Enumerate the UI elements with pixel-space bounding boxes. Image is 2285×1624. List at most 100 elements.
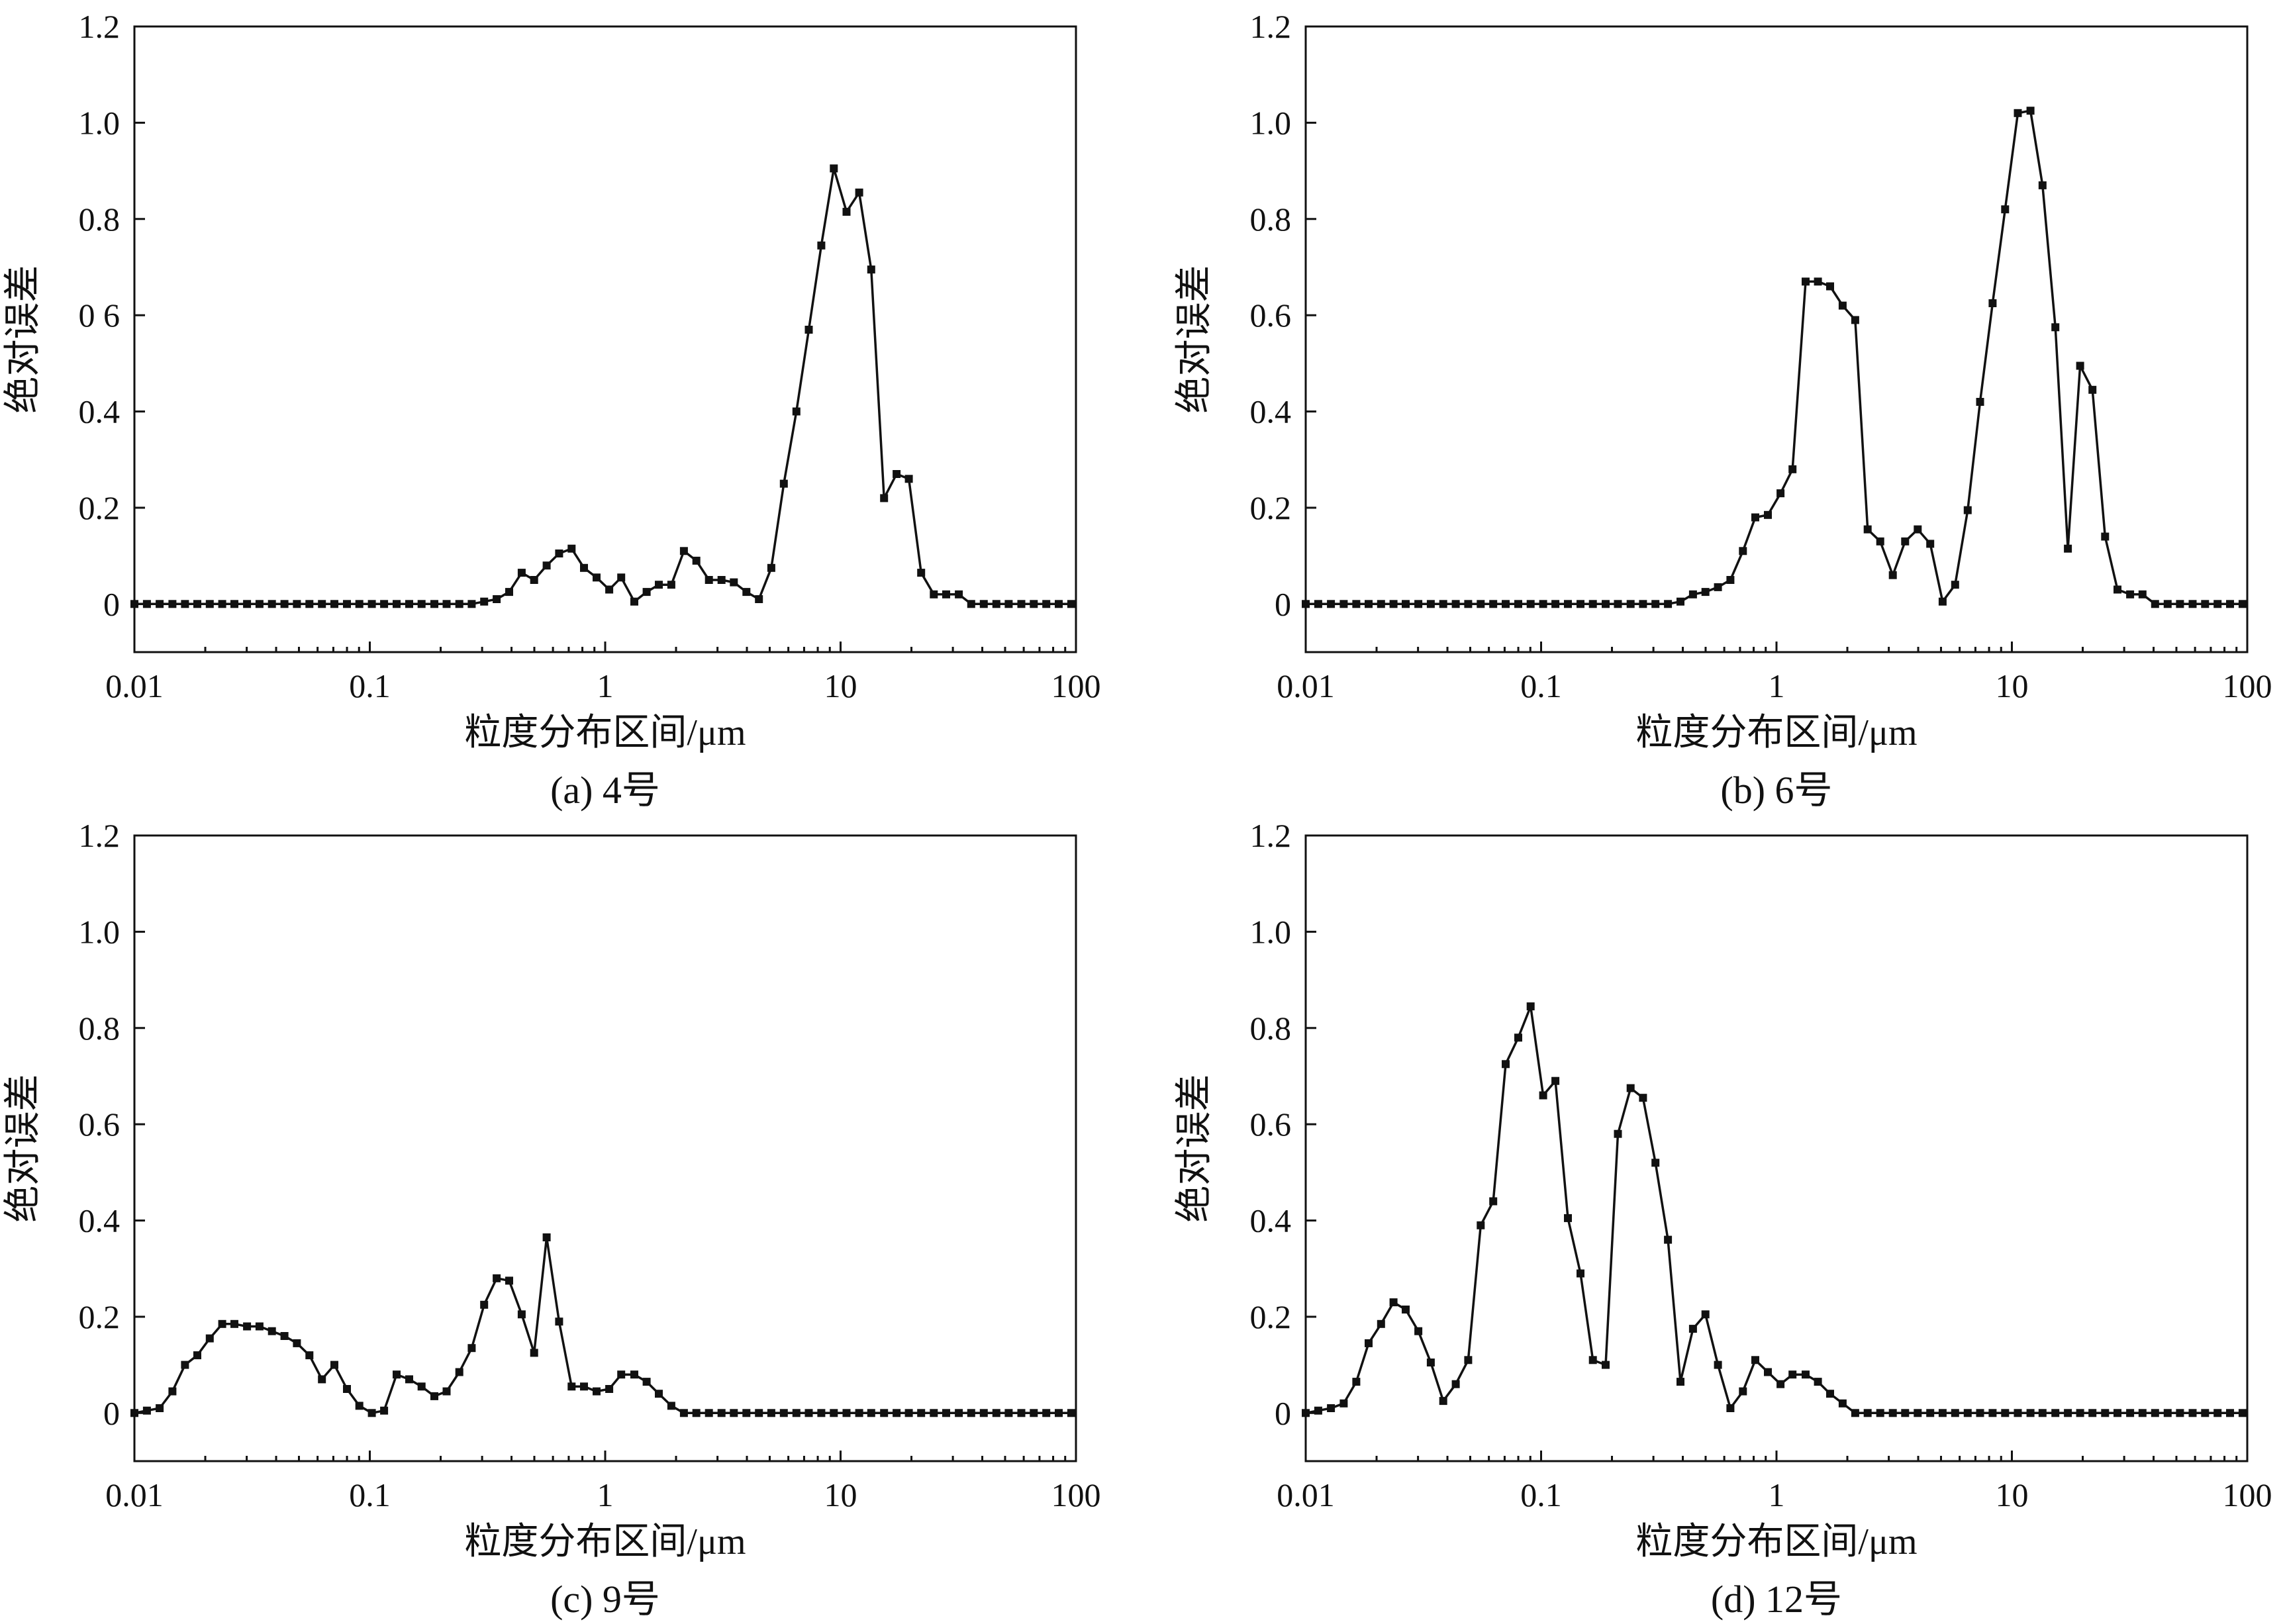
data-point	[156, 600, 164, 608]
y-tick-label: 1.2	[1250, 817, 1292, 854]
data-point	[1726, 1404, 1735, 1412]
data-point	[692, 556, 701, 565]
x-tick-label: 0.01	[1277, 667, 1335, 704]
y-axis-label: 绝对误差	[1174, 1075, 1215, 1223]
data-point	[1439, 600, 1447, 608]
data-point	[2138, 1409, 2147, 1417]
y-tick-label: 0.4	[1250, 1202, 1292, 1239]
data-point	[343, 1385, 351, 1393]
data-point	[1526, 600, 1535, 608]
data-point	[1901, 537, 1910, 546]
panel-caption: (d) 12号	[1711, 1578, 1842, 1621]
data-point	[330, 600, 338, 608]
data-point	[1477, 600, 1485, 608]
data-point	[942, 590, 950, 598]
data-point	[2101, 532, 2110, 541]
data-point	[742, 588, 751, 597]
y-tick-label: 0	[1275, 1394, 1291, 1431]
data-point	[1626, 1084, 1635, 1092]
data-point	[1489, 600, 1498, 608]
series-line	[1305, 1005, 2243, 1415]
data-point	[1988, 1409, 1997, 1417]
data-point	[1067, 600, 1075, 608]
data-point	[355, 1402, 364, 1410]
panel-caption: (c) 9号	[550, 1578, 660, 1621]
data-point	[2001, 1409, 2010, 1417]
data-point	[555, 1317, 563, 1326]
x-tick-label: 1	[597, 667, 614, 704]
y-tick-label: 0.8	[79, 201, 121, 238]
data-point	[1976, 398, 1984, 406]
series-line	[134, 1236, 1071, 1415]
data-point	[467, 1344, 476, 1353]
data-point	[1788, 465, 1797, 473]
data-point	[1988, 299, 1997, 307]
chart-panel-a: 0.01 0.1 1 10 100 0 0.2 0.4 0 6 0.8 1.0 1.2 粒度分布区间/μ…	[3, 8, 1101, 812]
data-point	[505, 588, 513, 597]
y-axis-label: 绝对误差	[3, 265, 44, 414]
data-point	[1502, 600, 1510, 608]
data-point	[855, 188, 863, 197]
data-point	[1551, 1076, 1560, 1085]
data-point	[2126, 590, 2135, 598]
data-point	[730, 578, 738, 587]
data-point	[1402, 1306, 1410, 1314]
data-point	[1688, 1325, 1697, 1333]
x-tick-label: 0.1	[349, 667, 391, 704]
data-point	[1863, 1409, 1872, 1417]
data-point	[2038, 181, 2047, 189]
data-point	[267, 600, 276, 608]
data-point	[405, 1375, 413, 1384]
panel-caption: (b) 6号	[1720, 769, 1832, 812]
data-point	[1055, 1409, 1063, 1417]
y-tick-label: 1.2	[79, 8, 121, 45]
data-point	[1377, 1319, 1385, 1328]
data-point	[2064, 544, 2072, 553]
data-point	[1539, 600, 1547, 608]
data-point	[305, 1351, 314, 1360]
data-point	[193, 1351, 201, 1360]
data-point	[2088, 1409, 2097, 1417]
x-tick-label: 10	[1996, 1476, 2029, 1513]
data-point	[305, 600, 314, 608]
data-point	[593, 1387, 601, 1396]
data-point	[280, 1332, 289, 1340]
data-point	[1414, 1327, 1423, 1335]
data-point	[1876, 537, 1884, 546]
data-point	[1302, 1409, 1310, 1417]
data-point	[667, 581, 675, 589]
series-line	[1306, 109, 2243, 606]
data-point	[1926, 540, 1935, 548]
y-axis-label: 绝对误差	[1174, 265, 1215, 414]
x-tick-label: 10	[824, 667, 857, 704]
data-point	[1651, 1159, 1660, 1167]
data-point	[979, 1409, 988, 1417]
data-point	[930, 590, 938, 598]
data-point	[1477, 1221, 1485, 1229]
data-point	[655, 1390, 663, 1398]
data-point	[1030, 600, 1038, 608]
x-tick-label: 0.01	[1277, 1476, 1335, 1513]
data-point	[1017, 1409, 1026, 1417]
data-point	[880, 494, 889, 502]
data-point	[679, 1409, 688, 1417]
data-point	[567, 1382, 576, 1391]
data-point	[530, 576, 538, 584]
data-point	[817, 1409, 826, 1417]
data-point	[355, 600, 364, 608]
data-point	[605, 585, 614, 594]
x-tick-label: 100	[2223, 667, 2272, 704]
data-point	[979, 600, 988, 608]
data-point	[2101, 1409, 2110, 1417]
y-tick-label: 1.0	[1250, 104, 1292, 141]
data-point	[405, 600, 413, 608]
data-point	[2238, 1409, 2247, 1417]
plot-frame	[1304, 834, 2249, 1462]
data-point	[1339, 1399, 1348, 1408]
chart-panel-d: 0.01 0.1 1 10 100 0 0.2 0.4 0.6 0.8 1.0 1.2 粒度分布区间/μ…	[1174, 817, 2272, 1621]
data-point	[830, 1409, 838, 1417]
data-point	[893, 1409, 901, 1417]
data-point	[156, 1404, 164, 1412]
y-tick-label: 0	[103, 1394, 120, 1431]
data-point	[2088, 385, 2097, 394]
